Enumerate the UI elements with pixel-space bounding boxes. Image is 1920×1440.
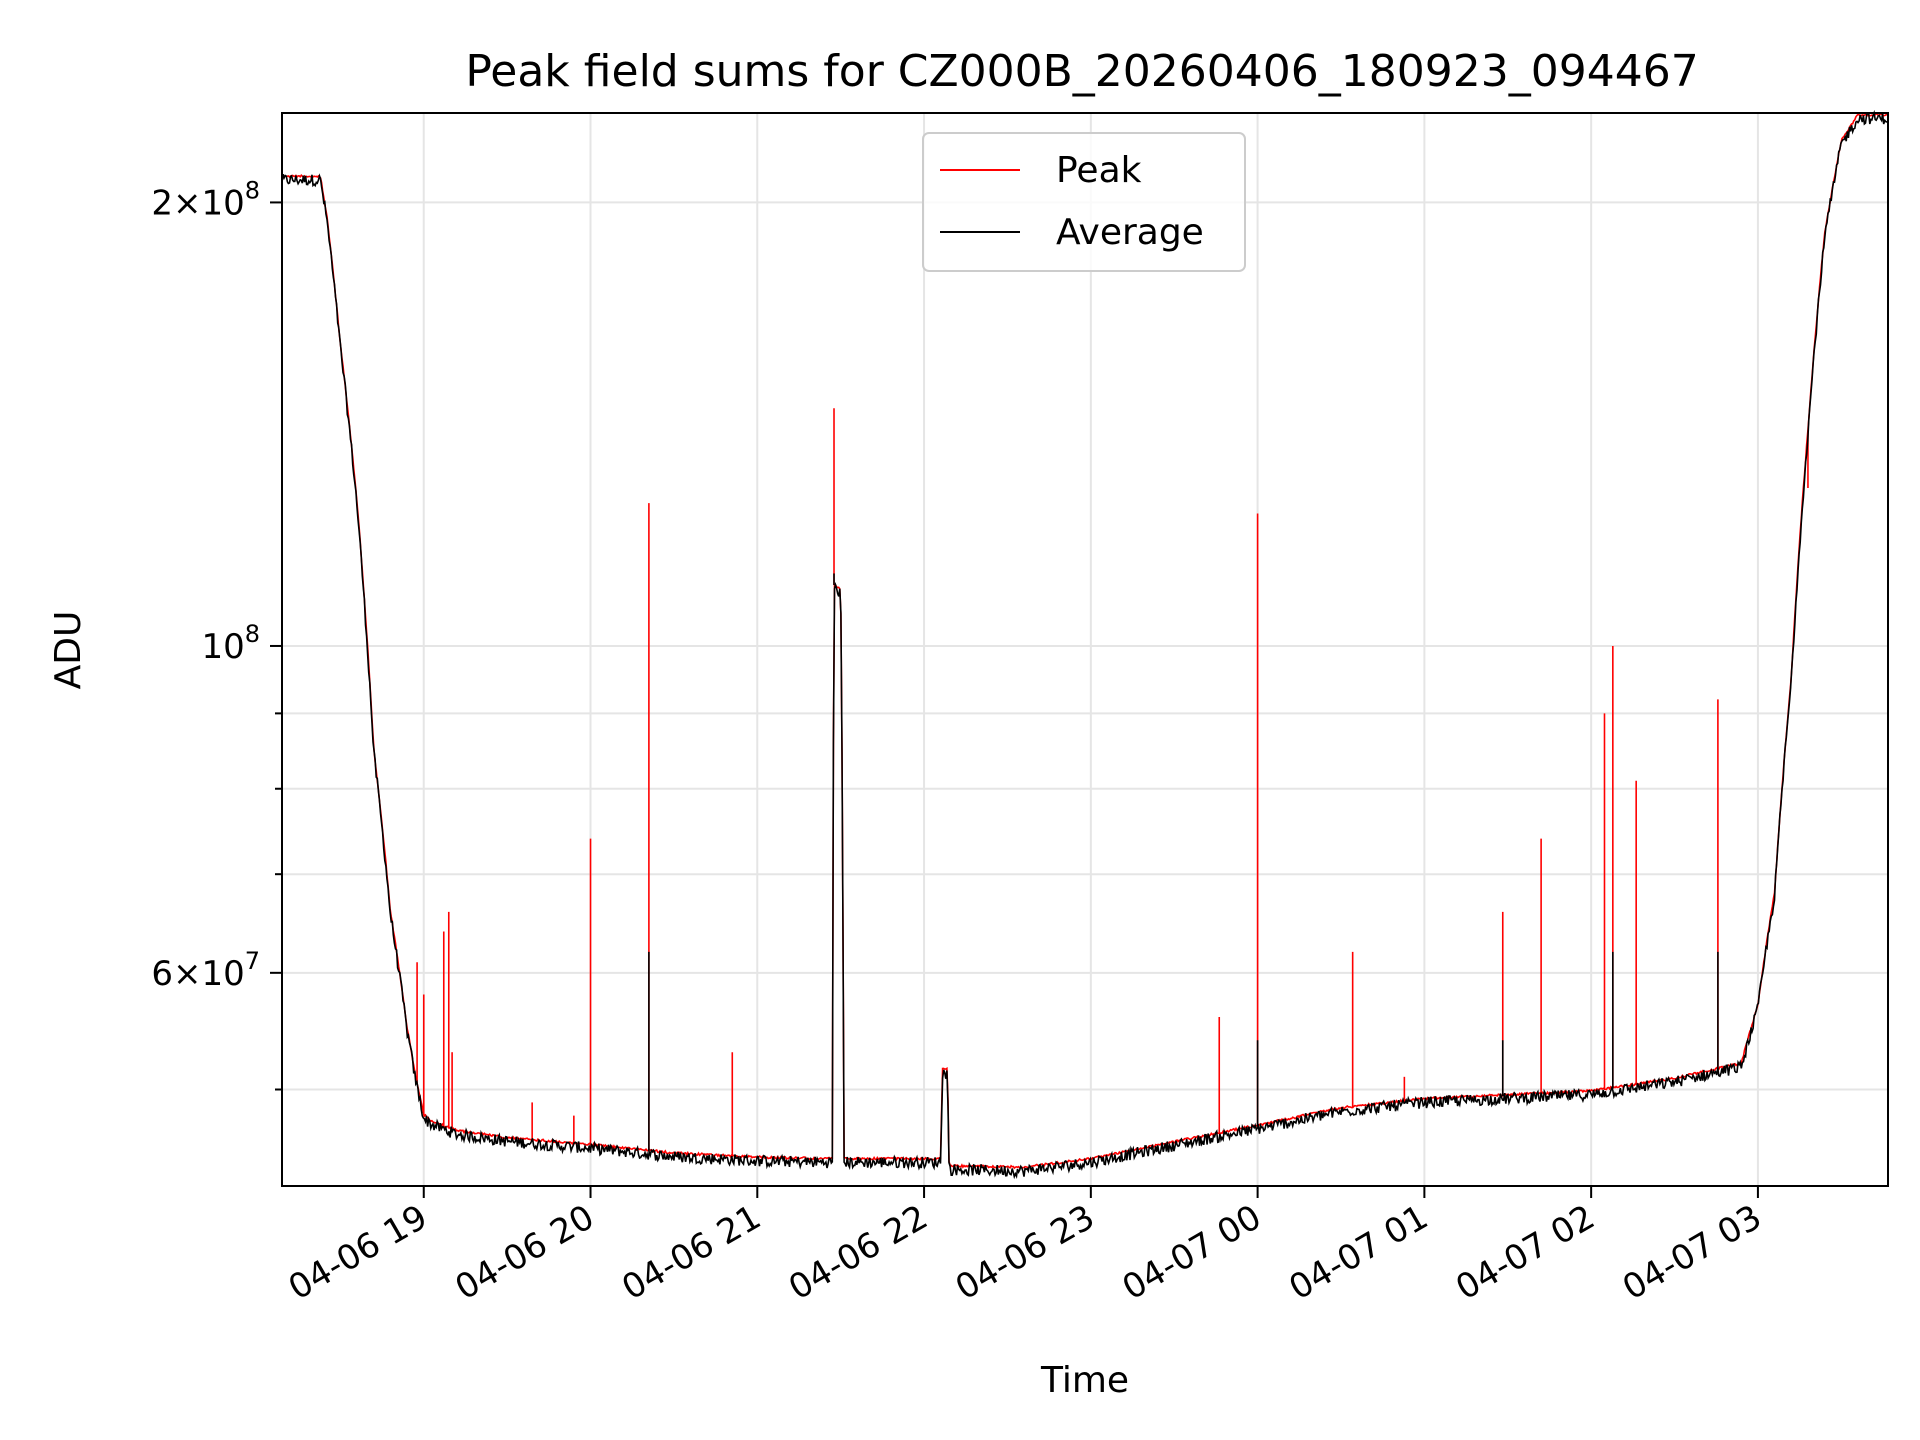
plot-frame — [281, 112, 1889, 1187]
y-tick-base: 6 — [151, 954, 173, 994]
y-tick-label: 6×107 — [151, 947, 260, 994]
y-tick-exponent: 7 — [245, 947, 260, 975]
y-axis-label: ADU — [48, 611, 89, 690]
legend-box — [922, 132, 1246, 272]
y-tick-ten: 10 — [201, 627, 244, 667]
y-tick-ten: 10 — [201, 954, 244, 994]
y-tick-base: 2 — [151, 183, 173, 223]
y-tick-label: 2×108 — [151, 176, 260, 223]
y-tick-ten: 10 — [201, 183, 244, 223]
legend: Peak Average — [922, 132, 1246, 272]
y-tick-label: 108 — [201, 620, 260, 667]
y-tick-exponent: 8 — [245, 620, 260, 648]
plot-area — [281, 109, 1889, 1180]
y-tick-times: × — [173, 954, 202, 994]
x-axis-label: Time — [1040, 1360, 1129, 1401]
y-tick-times: × — [173, 183, 202, 223]
legend-peak-label: Peak — [1056, 150, 1142, 191]
legend-average-label: Average — [1056, 212, 1204, 253]
chart-title: Peak field sums for CZ000B_20260406_1809… — [465, 46, 1698, 97]
series-average-line — [281, 109, 1889, 1180]
y-tick-exponent: 8 — [245, 176, 260, 204]
